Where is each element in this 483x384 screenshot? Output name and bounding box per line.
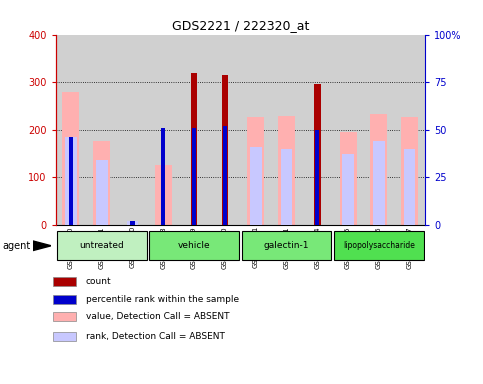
- Bar: [192, 128, 196, 225]
- Text: rank, Detection Call = ABSENT: rank, Detection Call = ABSENT: [86, 332, 225, 341]
- Bar: [240, 35, 271, 225]
- Bar: [315, 130, 319, 225]
- Bar: [302, 35, 333, 225]
- Text: value, Detection Call = ABSENT: value, Detection Call = ABSENT: [86, 312, 229, 321]
- Bar: [394, 35, 425, 225]
- Bar: [54, 313, 76, 321]
- Bar: [250, 147, 261, 225]
- Bar: [117, 35, 148, 225]
- Bar: [240, 35, 271, 225]
- Bar: [333, 35, 364, 225]
- Bar: [373, 141, 384, 225]
- Bar: [314, 83, 321, 225]
- Bar: [364, 35, 394, 225]
- Bar: [210, 35, 240, 225]
- Text: lipopolysaccharide: lipopolysaccharide: [343, 241, 415, 250]
- Bar: [69, 137, 73, 225]
- Bar: [364, 35, 394, 225]
- Text: percentile rank within the sample: percentile rank within the sample: [86, 295, 239, 304]
- Bar: [334, 231, 424, 260]
- Bar: [278, 116, 295, 225]
- Text: untreated: untreated: [79, 241, 124, 250]
- Bar: [54, 295, 76, 304]
- Bar: [86, 35, 117, 225]
- Bar: [54, 277, 76, 286]
- Bar: [271, 35, 302, 225]
- Bar: [57, 231, 147, 260]
- Bar: [401, 117, 418, 225]
- Bar: [333, 35, 364, 225]
- Bar: [54, 332, 76, 341]
- Bar: [65, 137, 77, 225]
- Bar: [96, 160, 108, 225]
- Bar: [56, 35, 86, 225]
- Bar: [340, 132, 356, 225]
- Bar: [117, 35, 148, 225]
- Bar: [271, 35, 302, 225]
- Bar: [149, 231, 239, 260]
- Text: vehicle: vehicle: [178, 241, 211, 250]
- Bar: [222, 75, 228, 225]
- Bar: [148, 35, 179, 225]
- Bar: [161, 128, 166, 225]
- Title: GDS2221 / 222320_at: GDS2221 / 222320_at: [171, 19, 309, 32]
- Bar: [210, 35, 240, 225]
- Bar: [281, 149, 292, 225]
- Bar: [62, 92, 79, 225]
- Bar: [191, 73, 198, 225]
- Polygon shape: [33, 241, 51, 251]
- Bar: [370, 114, 387, 225]
- Bar: [148, 35, 179, 225]
- Bar: [155, 165, 172, 225]
- Bar: [127, 221, 138, 225]
- Bar: [302, 35, 333, 225]
- Text: count: count: [86, 277, 112, 286]
- Bar: [342, 154, 354, 225]
- Bar: [179, 35, 210, 225]
- Bar: [179, 35, 210, 225]
- Text: agent: agent: [2, 241, 30, 251]
- Bar: [223, 126, 227, 225]
- Text: galectin-1: galectin-1: [264, 241, 309, 250]
- Bar: [394, 35, 425, 225]
- Bar: [247, 117, 264, 225]
- Bar: [93, 141, 110, 225]
- Bar: [56, 35, 86, 225]
- Bar: [86, 35, 117, 225]
- Bar: [130, 221, 135, 225]
- Bar: [404, 149, 415, 225]
- Bar: [242, 231, 331, 260]
